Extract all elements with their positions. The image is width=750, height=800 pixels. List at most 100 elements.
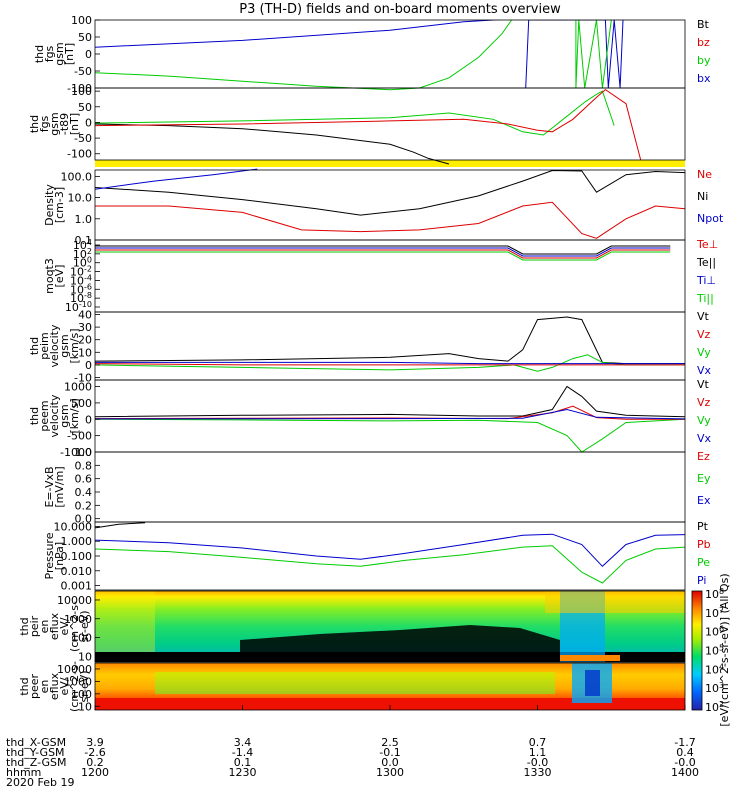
orbit-value: 0.4 xyxy=(676,746,694,759)
y-axis-label-line: thd xyxy=(28,337,41,355)
y-tick-label: 0.010 xyxy=(61,565,93,578)
colorbar-label: [eV/(cm^2-s-sr-eV)] (All Qs) xyxy=(718,573,731,726)
y-labels: thdfgsgsm[nT]thdfgsgsm-t89[nT]Density[cm… xyxy=(18,42,91,712)
panel-frame-density xyxy=(94,169,686,241)
series-density-Npot xyxy=(95,168,258,190)
y-tick-label: 0 xyxy=(85,413,92,426)
y-axis-label-line: thd xyxy=(28,407,41,425)
orbit-value: -0.0 xyxy=(527,756,548,769)
y-tick-label: -500 xyxy=(67,430,92,443)
y-tick-label: 1.0 xyxy=(75,446,93,459)
y-tick-label: 10 xyxy=(78,346,92,359)
orbit-value: 1230 xyxy=(229,766,257,779)
y-tick-label: -50 xyxy=(74,65,92,78)
legend-entry-Ti⊥: Ti⊥ xyxy=(696,274,716,287)
y-ticks: 100500-50-100100500-50-100100.010.01.00.… xyxy=(54,14,100,713)
y-tick-label: 1.000 xyxy=(61,535,93,548)
y-axis-label-line: sr-eV) xyxy=(78,610,91,642)
panel-frame-peir_en_eflux xyxy=(94,590,686,663)
y-axis-label-line: eflux xyxy=(48,672,61,700)
y-tick-label: 1000 xyxy=(64,613,92,626)
series-peim_velocity-Vt xyxy=(95,316,685,365)
legend-entry-Vx: Vx xyxy=(697,432,712,445)
series-fgs_minus_t89-green xyxy=(95,90,615,136)
panel-frame-fgs_minus_t89 xyxy=(94,87,686,161)
orbit-value: 1200 xyxy=(81,766,109,779)
orbit-value: 2.5 xyxy=(381,736,399,749)
y-axis-label-line: gsm xyxy=(48,112,61,135)
series-fgs-bx-spikes xyxy=(525,20,624,89)
temperature-trace xyxy=(95,247,671,257)
legend-entry-Vt: Vt xyxy=(697,378,710,391)
y-tick-label: -100 xyxy=(67,148,92,161)
series-peim_velocity-Vy xyxy=(95,354,685,372)
y-axis-label-line: E=-VxB xyxy=(43,466,56,507)
orbit-value: 0.0 xyxy=(381,756,399,769)
y-axis-label-line: fgs xyxy=(38,115,51,132)
y-axis-label-line: [mV/m] xyxy=(53,466,66,507)
legend-entry-Ne: Ne xyxy=(697,168,712,181)
y-axis-label-line: peer xyxy=(28,674,41,700)
temperature-trace xyxy=(95,249,671,259)
y-tick-label: 30 xyxy=(78,321,92,334)
y-tick-exponent: -6 xyxy=(84,282,92,291)
peir-spectrogram-noise xyxy=(240,625,560,652)
legend-entry-Vy: Vy xyxy=(697,414,711,427)
y-tick-label: 0.4 xyxy=(75,486,93,499)
legend-entry-Vz: Vz xyxy=(697,328,711,341)
y-tick-label: 50 xyxy=(78,31,92,44)
orbit-value: 1300 xyxy=(376,766,404,779)
legend-entry-Pe: Pe xyxy=(697,556,710,569)
legend-entry-Ni: Ni xyxy=(697,190,708,203)
y-axis-label-line: eV/ xyxy=(58,617,71,635)
y-tick-label: -10 xyxy=(74,371,92,384)
y-tick-label: 0.6 xyxy=(75,473,93,486)
orbit-value: 3.4 xyxy=(234,736,252,749)
y-axis-label-line: [nT] xyxy=(63,43,76,65)
y-axis-label-line: en xyxy=(38,680,51,694)
legend-entry-Te||: Te|| xyxy=(696,256,716,269)
y-axis-label-line: thd xyxy=(33,45,46,63)
y-tick-label: 0.001 xyxy=(61,580,93,593)
colorbar-tick-exponent: 3 xyxy=(719,681,724,690)
y-axis-label-line: Density xyxy=(43,184,56,226)
y-axis-label-line: peem xyxy=(38,400,51,431)
orbit-value: -2.6 xyxy=(84,746,105,759)
y-tick-exponent: -2 xyxy=(84,265,92,274)
y-tick-exponent: -4 xyxy=(84,273,92,282)
y-tick-label: 10 xyxy=(78,700,92,713)
series-fgs_minus_t89-black xyxy=(95,123,450,165)
series-pressure-Pi xyxy=(95,533,685,568)
orbit-value: 0.2 xyxy=(86,756,104,769)
y-tick-label: 100 xyxy=(71,14,92,27)
orbit-row-label: thd_X-GSM xyxy=(6,736,66,749)
y-tick-label: 100.0 xyxy=(61,170,93,183)
legend-entry-Bt: Bt xyxy=(697,18,710,31)
y-tick-label: 10.000 xyxy=(54,520,93,533)
y-axis-label-line: sr-eV) xyxy=(78,670,91,702)
series-pressure-Pt xyxy=(95,522,146,529)
orbit-value: -0.0 xyxy=(674,756,695,769)
colorbar-tick-exponent: 7 xyxy=(719,606,724,615)
legend-entry-bz: bz xyxy=(697,36,710,49)
y-tick-label: 1000 xyxy=(64,675,92,688)
colorbar-tick-exponent: 5 xyxy=(719,644,724,653)
legend-entry-Vx: Vx xyxy=(697,364,712,377)
y-axis-label-line: moqt3 xyxy=(43,258,56,294)
y-tick-exponent: 4 xyxy=(87,238,92,247)
peer-spectrogram-dark-core xyxy=(585,670,600,696)
figure-title: P3 (TH-D) fields and on-board moments ov… xyxy=(239,2,561,17)
y-tick-label: -50 xyxy=(74,132,92,145)
y-axis-label-line: [eV] xyxy=(53,265,66,288)
series-peem_velocity-Vy xyxy=(95,418,685,453)
y-tick-exponent: -8 xyxy=(84,291,92,300)
y-axis-label-line: fgs xyxy=(43,45,56,62)
y-axis-label-line: en xyxy=(38,620,51,634)
y-axis-label-line: [km/s] xyxy=(68,398,81,433)
y-tick-label: 50 xyxy=(78,101,92,114)
legend-entry-Te⊥: Te⊥ xyxy=(696,238,718,251)
orbit-row-label: thd_Y-GSM xyxy=(6,746,65,759)
y-axis-label-line: thd xyxy=(18,617,31,635)
y-axis-label-line: gsm xyxy=(58,404,71,427)
